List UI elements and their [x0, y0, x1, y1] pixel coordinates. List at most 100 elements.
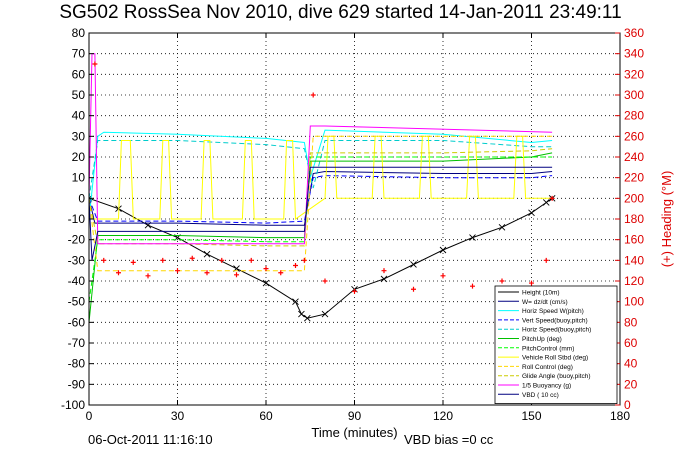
heading-point — [278, 270, 284, 276]
heading-point — [293, 263, 298, 268]
w-dz-dt-cm-s-line — [89, 170, 553, 226]
heading-point — [160, 257, 166, 263]
height-10m-point — [203, 250, 211, 258]
legend-label: Glide Angle (buoy,pitch) — [522, 373, 591, 380]
y2-tick-label: 60 — [624, 336, 638, 350]
x-tick-label: 90 — [348, 409, 362, 423]
y2-tick-label: 100 — [624, 295, 644, 309]
heading-point — [381, 268, 387, 274]
y-tick-label: -90 — [68, 377, 86, 391]
series-group — [89, 53, 556, 323]
y-tick-label: 40 — [72, 109, 86, 123]
y2-tick-label: 300 — [624, 88, 644, 102]
legend-label: PitchControl (mm) — [522, 345, 574, 352]
y-tick-label: -70 — [68, 336, 86, 350]
pitchcontrol-mm-line — [89, 156, 553, 302]
y2-tick-label: 280 — [624, 109, 644, 123]
y2-tick-label: 240 — [624, 150, 644, 164]
heading-point — [543, 257, 549, 263]
heading-point — [499, 278, 505, 284]
y2-tick-label: 220 — [624, 171, 644, 185]
y2-tick-label: 20 — [624, 377, 638, 391]
y2-tick-label: 320 — [624, 67, 644, 81]
heading-point — [116, 270, 121, 276]
y-tick-label: 20 — [72, 150, 86, 164]
heading-point — [189, 255, 195, 261]
heading-point — [301, 257, 307, 263]
height-10m-point — [298, 310, 305, 318]
heading-point — [310, 92, 316, 98]
height-10m-point — [439, 246, 447, 254]
x-tick-label: 30 — [171, 409, 185, 423]
height-10m-point — [498, 223, 506, 231]
legend-label: Horiz Speed W(pitch) — [522, 308, 584, 315]
legend-label: Height (10m) — [522, 290, 560, 297]
heading-point — [248, 257, 254, 263]
y-tick-label: -20 — [68, 233, 86, 247]
y-tick-label: 10 — [72, 171, 86, 185]
y-tick-label: 70 — [72, 47, 86, 61]
height-10m-point — [528, 209, 535, 217]
heading-point — [440, 273, 446, 279]
y-tick-label: -100 — [61, 398, 85, 412]
y-tick-label: -60 — [68, 315, 86, 329]
y-tick-label: -40 — [68, 274, 86, 288]
vert-speed-buoy-pitch-line — [89, 175, 553, 224]
chart-title: SG502 RossSea Nov 2010, dive 629 started… — [59, 2, 622, 23]
y2-tick-label: 340 — [624, 47, 644, 61]
y2-tick-label: 120 — [624, 274, 644, 288]
heading-point — [411, 286, 416, 292]
y2-tick-label: 360 — [624, 26, 644, 40]
legend-label: Horiz Speed(buoy,pitch) — [522, 327, 591, 334]
y2-tick-label: 0 — [624, 398, 631, 412]
y-tick-label: -80 — [68, 357, 86, 371]
y2-tick-label: 140 — [624, 253, 644, 267]
heading-point — [204, 270, 210, 276]
heading-point — [322, 278, 328, 284]
y2-axis-label: (+) Heading (°M) — [659, 171, 674, 268]
legend-label: Vert Speed(buoy,pitch) — [522, 317, 588, 324]
height-10m-point — [262, 279, 270, 287]
heading-point — [234, 272, 239, 278]
horiz-speed-buoy-pitch-line — [89, 140, 553, 199]
footer-datetime: 06-Oct-2011 11:16:10 — [88, 432, 213, 447]
x-tick-label: 60 — [259, 409, 273, 423]
y-tick-label: 30 — [72, 129, 86, 143]
heading-point — [352, 288, 357, 294]
x-tick-label: 150 — [521, 409, 541, 423]
y2-tick-label: 40 — [624, 357, 638, 371]
y2-tick-label: 200 — [624, 191, 644, 205]
heading-point — [470, 283, 475, 289]
heading-point — [549, 195, 555, 201]
height-10m-point — [303, 314, 311, 322]
heading-point — [101, 257, 107, 263]
y-tick-label: -30 — [68, 253, 86, 267]
y2-tick-label: 180 — [624, 212, 644, 226]
height-10m-point — [380, 275, 388, 283]
y-tick-label: -50 — [68, 295, 86, 309]
legend-label: 1/5 Buoyancy (g) — [522, 383, 571, 390]
y-tick-label: 60 — [72, 67, 86, 81]
height-10m-point — [410, 261, 417, 268]
legend-label: PitchUp (deg) — [522, 336, 562, 343]
height-10m-point — [469, 234, 476, 241]
height-10m-point — [292, 298, 299, 305]
x-tick-label: 120 — [433, 409, 453, 423]
heading-point — [145, 273, 151, 279]
height-10m-point — [321, 310, 329, 318]
y-tick-label: 80 — [72, 26, 86, 40]
heading-point — [130, 259, 136, 265]
y-tick-label: 50 — [72, 88, 86, 102]
y2-tick-label: 260 — [624, 129, 644, 143]
legend-label: Vehicle Roll Stbd (deg) — [522, 355, 588, 362]
heading-point — [92, 61, 98, 67]
legend-label: Roll Control (deg) — [522, 364, 573, 371]
legend-label: W= dz/dt (cm/s) — [522, 299, 568, 306]
y-tick-label: -10 — [68, 212, 86, 226]
legend-box — [494, 285, 618, 404]
y2-tick-label: 160 — [624, 233, 644, 247]
horiz-speed-w-pitch-line — [89, 129, 553, 220]
x-axis-label: Time (minutes) — [311, 425, 397, 440]
x-tick-label: 180 — [610, 409, 630, 423]
